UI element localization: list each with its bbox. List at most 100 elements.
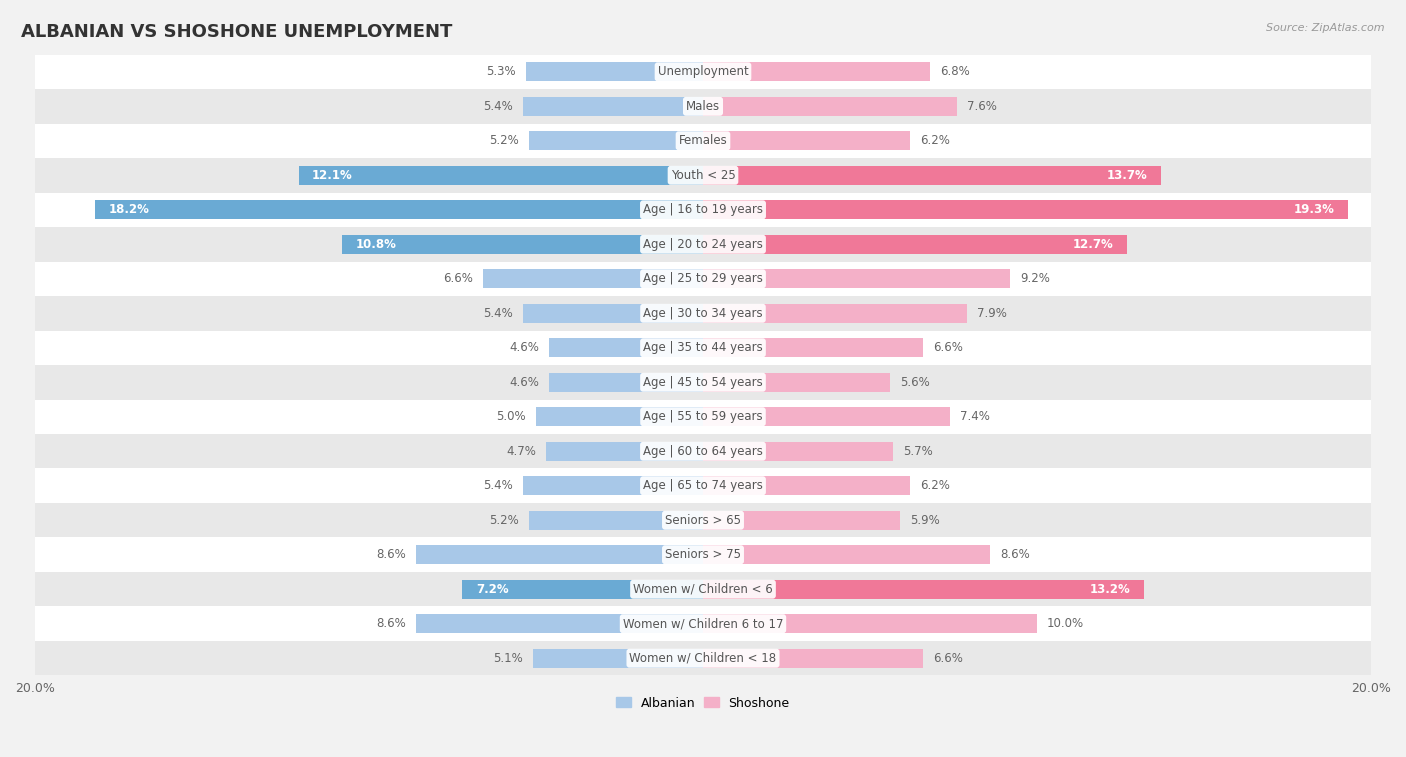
Text: 19.3%: 19.3% xyxy=(1294,204,1334,217)
Text: 4.6%: 4.6% xyxy=(509,341,540,354)
Bar xyxy=(703,131,910,151)
Text: Women w/ Children 6 to 17: Women w/ Children 6 to 17 xyxy=(623,617,783,631)
Text: Seniors > 75: Seniors > 75 xyxy=(665,548,741,561)
Bar xyxy=(703,166,1160,185)
Text: Women w/ Children < 18: Women w/ Children < 18 xyxy=(630,652,776,665)
Text: 5.6%: 5.6% xyxy=(900,375,929,389)
Bar xyxy=(703,649,924,668)
Bar xyxy=(96,201,703,220)
Bar xyxy=(35,296,1371,331)
Bar xyxy=(35,641,1371,675)
Text: 5.2%: 5.2% xyxy=(489,514,519,527)
Text: Males: Males xyxy=(686,100,720,113)
Text: 7.4%: 7.4% xyxy=(960,410,990,423)
Bar xyxy=(703,442,893,461)
Bar xyxy=(703,545,990,564)
Text: Source: ZipAtlas.com: Source: ZipAtlas.com xyxy=(1267,23,1385,33)
Bar xyxy=(35,606,1371,641)
Text: Age | 45 to 54 years: Age | 45 to 54 years xyxy=(643,375,763,389)
Legend: Albanian, Shoshone: Albanian, Shoshone xyxy=(612,692,794,715)
Bar xyxy=(35,123,1371,158)
Text: ALBANIAN VS SHOSHONE UNEMPLOYMENT: ALBANIAN VS SHOSHONE UNEMPLOYMENT xyxy=(21,23,453,41)
Bar xyxy=(35,227,1371,261)
Bar xyxy=(703,62,931,81)
Bar xyxy=(35,192,1371,227)
Text: Age | 16 to 19 years: Age | 16 to 19 years xyxy=(643,204,763,217)
Bar xyxy=(299,166,703,185)
Bar xyxy=(703,338,924,357)
Text: 12.7%: 12.7% xyxy=(1073,238,1114,251)
Bar xyxy=(416,614,703,633)
Bar xyxy=(523,304,703,322)
Bar xyxy=(523,97,703,116)
Text: 5.7%: 5.7% xyxy=(904,445,934,458)
Bar xyxy=(703,269,1011,288)
Text: 8.6%: 8.6% xyxy=(375,617,406,631)
Bar xyxy=(703,511,900,530)
Text: Age | 65 to 74 years: Age | 65 to 74 years xyxy=(643,479,763,492)
Text: Age | 35 to 44 years: Age | 35 to 44 years xyxy=(643,341,763,354)
Text: Age | 60 to 64 years: Age | 60 to 64 years xyxy=(643,445,763,458)
Text: 4.7%: 4.7% xyxy=(506,445,536,458)
Text: 7.6%: 7.6% xyxy=(967,100,997,113)
Text: 6.2%: 6.2% xyxy=(920,134,950,148)
Bar xyxy=(703,97,957,116)
Bar xyxy=(35,537,1371,572)
Bar xyxy=(526,62,703,81)
Bar xyxy=(416,545,703,564)
Bar xyxy=(529,131,703,151)
Text: 6.6%: 6.6% xyxy=(934,341,963,354)
Bar xyxy=(529,511,703,530)
Text: 5.0%: 5.0% xyxy=(496,410,526,423)
Text: 5.3%: 5.3% xyxy=(486,65,516,78)
Text: Seniors > 65: Seniors > 65 xyxy=(665,514,741,527)
Text: Women w/ Children < 6: Women w/ Children < 6 xyxy=(633,583,773,596)
Text: 8.6%: 8.6% xyxy=(375,548,406,561)
Bar xyxy=(550,372,703,391)
Bar xyxy=(35,503,1371,537)
Text: 13.7%: 13.7% xyxy=(1107,169,1147,182)
Bar xyxy=(550,338,703,357)
Bar xyxy=(35,469,1371,503)
Bar xyxy=(703,201,1348,220)
Text: Age | 55 to 59 years: Age | 55 to 59 years xyxy=(643,410,763,423)
Bar xyxy=(35,400,1371,434)
Bar xyxy=(703,372,890,391)
Bar xyxy=(546,442,703,461)
Text: 5.4%: 5.4% xyxy=(482,307,513,319)
Text: Age | 20 to 24 years: Age | 20 to 24 years xyxy=(643,238,763,251)
Text: 18.2%: 18.2% xyxy=(108,204,149,217)
Bar xyxy=(35,572,1371,606)
Bar xyxy=(35,365,1371,400)
Text: 6.2%: 6.2% xyxy=(920,479,950,492)
Bar xyxy=(703,580,1144,599)
Bar xyxy=(703,476,910,495)
Bar xyxy=(35,158,1371,192)
Bar xyxy=(342,235,703,254)
Text: Females: Females xyxy=(679,134,727,148)
Text: 5.9%: 5.9% xyxy=(910,514,939,527)
Text: 10.8%: 10.8% xyxy=(356,238,396,251)
Text: 6.8%: 6.8% xyxy=(941,65,970,78)
Text: 4.6%: 4.6% xyxy=(509,375,540,389)
Text: 5.2%: 5.2% xyxy=(489,134,519,148)
Text: 13.2%: 13.2% xyxy=(1090,583,1130,596)
Bar xyxy=(536,407,703,426)
Bar xyxy=(523,476,703,495)
Bar xyxy=(35,55,1371,89)
Text: 6.6%: 6.6% xyxy=(934,652,963,665)
Bar xyxy=(533,649,703,668)
Bar xyxy=(482,269,703,288)
Text: Youth < 25: Youth < 25 xyxy=(671,169,735,182)
Bar xyxy=(35,89,1371,123)
Text: 5.4%: 5.4% xyxy=(482,100,513,113)
Text: 5.4%: 5.4% xyxy=(482,479,513,492)
Text: 5.1%: 5.1% xyxy=(494,652,523,665)
Text: 7.9%: 7.9% xyxy=(977,307,1007,319)
Text: Age | 25 to 29 years: Age | 25 to 29 years xyxy=(643,273,763,285)
Bar xyxy=(35,331,1371,365)
Bar xyxy=(703,614,1038,633)
Bar xyxy=(703,304,967,322)
Text: 9.2%: 9.2% xyxy=(1021,273,1050,285)
Bar xyxy=(35,434,1371,469)
